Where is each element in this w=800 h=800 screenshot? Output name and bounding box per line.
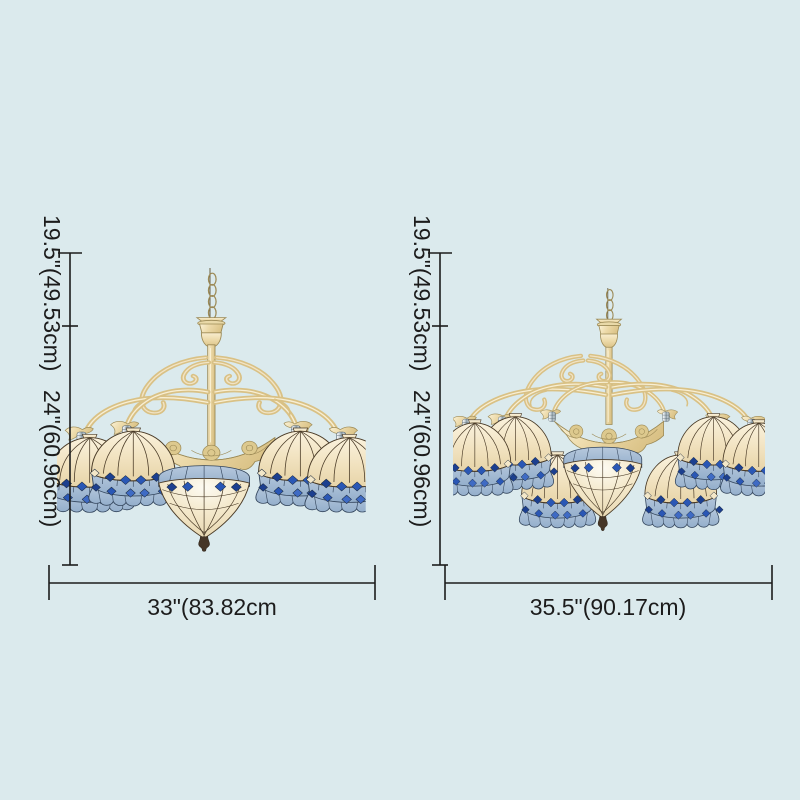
svg-text:19.5"(49.53cm): 19.5"(49.53cm) (409, 215, 435, 371)
svg-text:33"(83.82cm: 33"(83.82cm (147, 594, 277, 620)
svg-text:35.5"(90.17cm): 35.5"(90.17cm) (530, 594, 686, 620)
svg-text:19.5"(49.53cm): 19.5"(49.53cm) (39, 215, 65, 371)
svg-text:24"(60.96cm): 24"(60.96cm) (409, 390, 435, 527)
svg-text:24"(60.96cm): 24"(60.96cm) (39, 390, 65, 527)
